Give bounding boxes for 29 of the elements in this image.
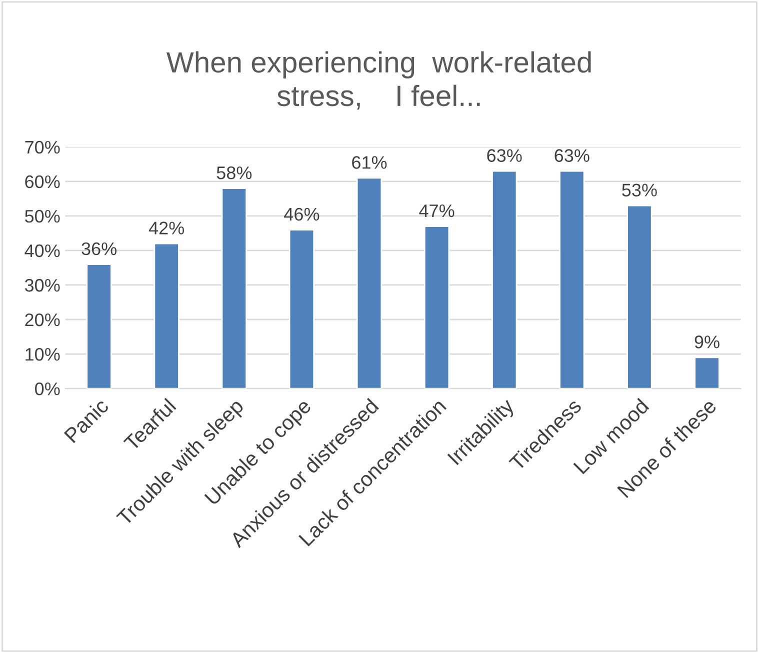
bar bbox=[424, 226, 450, 389]
y-tick-label: 40% bbox=[24, 244, 60, 258]
data-label: 46% bbox=[284, 208, 320, 221]
data-label: 9% bbox=[694, 336, 720, 348]
data-label: 58% bbox=[216, 166, 252, 180]
y-tick-label: 70% bbox=[25, 140, 60, 154]
y-tick-label: 10% bbox=[26, 348, 60, 361]
data-label: 42% bbox=[148, 222, 184, 234]
data-label: 36% bbox=[82, 242, 116, 256]
data-label: 47% bbox=[419, 204, 454, 218]
data-label: 61% bbox=[352, 156, 387, 169]
y-tick-label: 50% bbox=[25, 210, 60, 223]
chart-title: When experiencing work-related stress, I feel... bbox=[166, 51, 591, 110]
bar bbox=[221, 188, 248, 389]
bar bbox=[356, 177, 382, 389]
bar bbox=[559, 170, 585, 389]
y-tick-label: 60% bbox=[25, 175, 60, 188]
bar bbox=[288, 229, 315, 389]
bar bbox=[626, 204, 652, 389]
bar bbox=[154, 242, 180, 389]
bar bbox=[492, 170, 518, 389]
data-label: 63% bbox=[487, 149, 522, 162]
bar bbox=[86, 264, 112, 389]
y-tick-label: 20% bbox=[25, 313, 60, 326]
y-tick-label: 0% bbox=[35, 382, 60, 396]
y-tick-label: 30% bbox=[24, 278, 60, 292]
bar bbox=[694, 356, 720, 389]
data-label: 63% bbox=[554, 149, 590, 162]
data-label: 53% bbox=[622, 184, 657, 196]
